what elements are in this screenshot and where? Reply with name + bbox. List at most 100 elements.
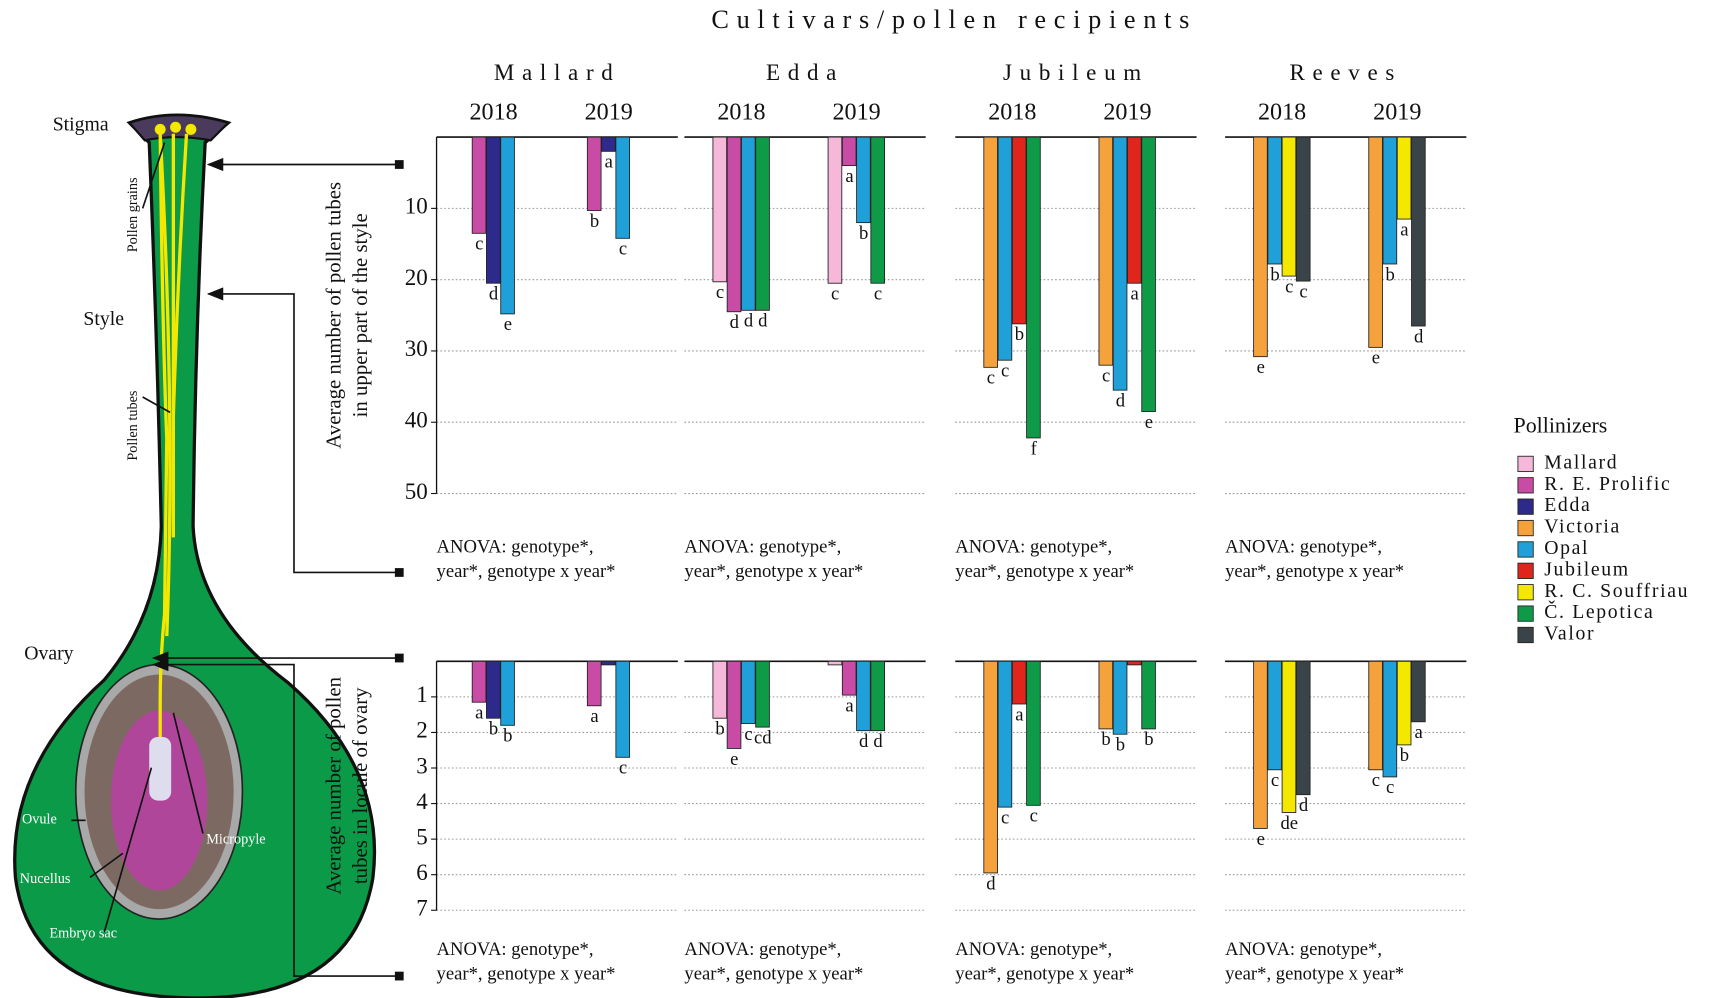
label-micropyle: Micropyle bbox=[206, 831, 265, 847]
anova-note: year*, genotype x year* bbox=[684, 963, 863, 984]
legend-swatch bbox=[1518, 627, 1533, 642]
bar bbox=[1012, 137, 1026, 324]
bar bbox=[1099, 661, 1113, 729]
value-label: a bbox=[1015, 704, 1024, 725]
legend-swatch bbox=[1518, 520, 1533, 535]
anova-note: year*, genotype x year* bbox=[955, 963, 1134, 984]
bar bbox=[1412, 137, 1426, 326]
value-label: d bbox=[1414, 326, 1424, 347]
bar bbox=[587, 661, 601, 705]
value-label: e bbox=[1257, 357, 1265, 378]
chart-title: Cultivars/pollen recipients bbox=[711, 5, 1197, 34]
value-label: d bbox=[1116, 390, 1126, 411]
anova-note: year*, genotype x year* bbox=[1225, 963, 1404, 984]
year-label: 2019 bbox=[832, 100, 880, 126]
bar bbox=[1383, 137, 1397, 264]
bar bbox=[998, 661, 1012, 807]
bar bbox=[1397, 137, 1411, 219]
bar bbox=[828, 661, 842, 665]
legend-label: R. C. Souffriau bbox=[1544, 580, 1689, 602]
bar bbox=[486, 137, 500, 283]
bar bbox=[1268, 661, 1282, 769]
value-label: c bbox=[1030, 806, 1038, 827]
value-label: a bbox=[1400, 219, 1409, 240]
value-label: b bbox=[715, 719, 724, 740]
bar bbox=[1254, 137, 1268, 357]
year-label: 2018 bbox=[988, 100, 1036, 126]
value-label: b bbox=[1015, 324, 1024, 345]
legend-label: Victoria bbox=[1544, 516, 1621, 538]
value-label: c bbox=[1271, 770, 1279, 791]
year-label: 2019 bbox=[1373, 100, 1421, 126]
bar bbox=[871, 137, 885, 283]
label-ovule: Ovule bbox=[22, 812, 57, 828]
legend-swatch bbox=[1518, 563, 1533, 578]
value-label: c bbox=[1386, 777, 1394, 798]
bar bbox=[1027, 661, 1041, 805]
y-tick-label: 50 bbox=[405, 478, 428, 504]
value-label: c bbox=[1299, 281, 1307, 302]
bar bbox=[842, 661, 856, 695]
label-pollen-tubes: Pollen tubes bbox=[125, 390, 141, 461]
value-label: c bbox=[874, 284, 882, 305]
value-label: e bbox=[730, 749, 738, 770]
bar bbox=[1383, 661, 1397, 777]
bar bbox=[1142, 137, 1156, 411]
bar bbox=[602, 661, 616, 665]
bar bbox=[616, 137, 630, 238]
value-label: a bbox=[605, 152, 614, 173]
bar bbox=[1127, 137, 1141, 283]
value-label: d bbox=[986, 873, 996, 894]
value-label: e bbox=[1257, 829, 1265, 850]
year-label: 2019 bbox=[585, 100, 633, 126]
value-label: de bbox=[1280, 813, 1298, 834]
anova-note: ANOVA: genotype*, bbox=[684, 939, 841, 960]
y-tick-label: 3 bbox=[416, 752, 428, 778]
anova-note: year*, genotype x year* bbox=[437, 561, 616, 582]
bar bbox=[1369, 661, 1383, 769]
value-label: d bbox=[859, 731, 869, 752]
pollen-grain bbox=[155, 124, 166, 135]
label-stigma: Stigma bbox=[53, 114, 109, 136]
label-style: Style bbox=[83, 308, 124, 330]
bar bbox=[1282, 137, 1296, 276]
value-label: d bbox=[489, 284, 499, 305]
value-label: c bbox=[1102, 366, 1110, 387]
label-pollen-grains: Pollen grains bbox=[125, 177, 141, 252]
bar bbox=[501, 137, 515, 314]
year-label: 2018 bbox=[717, 100, 765, 126]
bar bbox=[756, 137, 770, 310]
value-label: c bbox=[619, 239, 627, 260]
bar bbox=[501, 661, 515, 725]
bar bbox=[998, 137, 1012, 360]
value-label: c bbox=[716, 282, 724, 303]
bar bbox=[871, 661, 885, 730]
legend-swatch bbox=[1518, 585, 1533, 600]
year-label: 2019 bbox=[1103, 100, 1151, 126]
bar bbox=[713, 137, 727, 282]
legend-title: Pollinizers bbox=[1514, 413, 1608, 438]
y-tick-label: 30 bbox=[405, 335, 428, 361]
legend-swatch bbox=[1518, 478, 1533, 493]
value-label: b bbox=[489, 719, 498, 740]
legend-label: Valor bbox=[1544, 623, 1595, 645]
bar bbox=[727, 137, 741, 312]
value-label: d bbox=[730, 312, 740, 333]
bar bbox=[1412, 661, 1426, 721]
bar bbox=[1012, 661, 1026, 704]
bar bbox=[857, 661, 871, 730]
bar bbox=[984, 661, 998, 873]
cultivar-label: Reeves bbox=[1289, 59, 1402, 85]
value-label: a bbox=[845, 695, 854, 716]
value-label: b bbox=[1116, 735, 1125, 756]
value-label: a bbox=[845, 166, 854, 187]
y-tick-label: 20 bbox=[405, 264, 428, 290]
y-axis-label: Average number of pollen tubes bbox=[321, 182, 345, 449]
value-label: b bbox=[1270, 264, 1279, 285]
value-label: d bbox=[873, 731, 883, 752]
bar bbox=[472, 661, 486, 702]
value-label: c bbox=[1285, 276, 1293, 297]
legend-swatch bbox=[1518, 606, 1533, 621]
value-label: c bbox=[1001, 807, 1009, 828]
bar bbox=[984, 137, 998, 367]
